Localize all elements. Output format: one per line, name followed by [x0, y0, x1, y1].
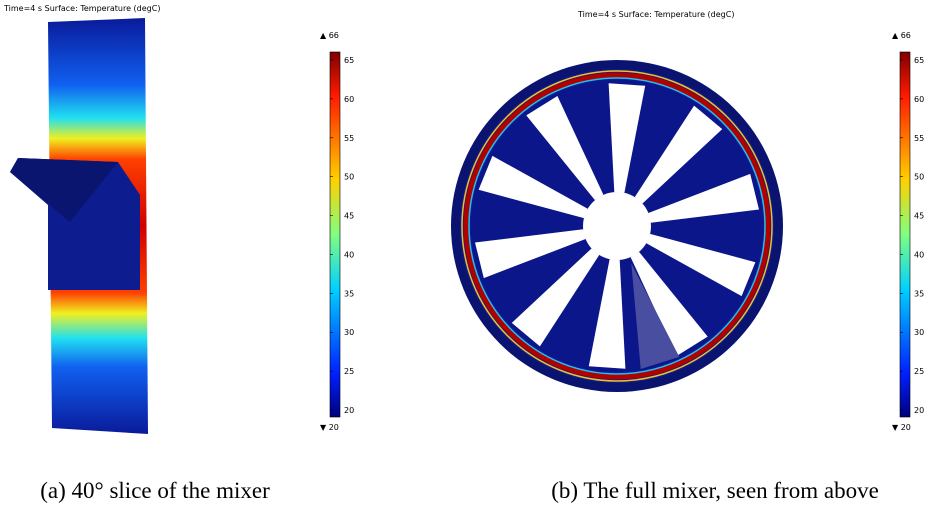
tick-label: 40: [344, 250, 354, 259]
colorbar-min: ▼ 20: [892, 423, 911, 432]
tick-label: 35: [914, 289, 924, 298]
colorbar-max: ▲ 66: [892, 31, 911, 40]
figure: Time=4 s Surface: Temperature (degC) ▲ 6…: [0, 0, 930, 518]
colorbar: [900, 52, 910, 417]
tick-label: 65: [914, 56, 924, 65]
tick-label: 20: [344, 406, 354, 415]
tick-label: 60: [914, 95, 924, 104]
tick-label: 35: [344, 289, 354, 298]
tick-label: 55: [914, 134, 924, 143]
panel-title: Time=4 s Surface: Temperature (degC): [3, 4, 160, 13]
tick-label: 25: [914, 367, 924, 376]
caption: (a) 40° slice of the mixer: [40, 478, 270, 503]
tick-label: 25: [344, 367, 354, 376]
colorbar: [330, 52, 340, 417]
tick-label: 55: [344, 134, 354, 143]
tick-label: 20: [914, 406, 924, 415]
tick-label: 50: [914, 173, 924, 182]
tick-label: 45: [914, 212, 924, 221]
tick-label: 45: [344, 212, 354, 221]
colorbar-max: ▲ 66: [320, 31, 339, 40]
tick-label: 30: [914, 328, 924, 337]
tick-label: 40: [914, 250, 924, 259]
hub: [583, 192, 651, 260]
colorbar-min: ▼ 20: [320, 423, 339, 432]
caption: (b) The full mixer, seen from above: [551, 478, 879, 503]
mixer: [451, 60, 783, 392]
tick-label: 50: [344, 173, 354, 182]
tick-label: 60: [344, 95, 354, 104]
tick-label: 65: [344, 56, 354, 65]
panel-title: Time=4 s Surface: Temperature (degC): [577, 10, 734, 19]
tick-label: 30: [344, 328, 354, 337]
